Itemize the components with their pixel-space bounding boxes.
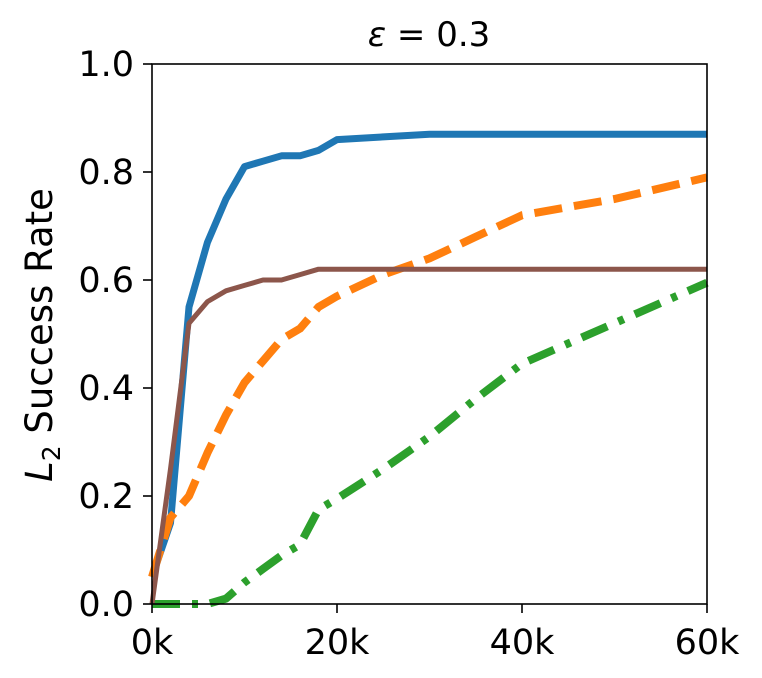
x-tick-label-3: 40k (490, 623, 556, 663)
chart-title-rest: = 0.3 (386, 15, 490, 55)
plot-frame (151, 63, 708, 605)
x-tick-label-1: 0k (131, 623, 174, 663)
axis-layer: 0k 20k 40k 60k 0.0 0.2 0.4 0.6 0.8 1.0 (78, 45, 740, 663)
chart-title-symbol: ε (368, 15, 386, 55)
series-line-3 (152, 279, 709, 608)
y-tick-label-3: 0.4 (78, 369, 134, 409)
series-line-2 (148, 173, 708, 579)
y-tick-label-6: 1.0 (78, 45, 134, 85)
chart-title: ε = 0.3 (368, 15, 491, 55)
y-axis-label-subscript: 2 (37, 445, 66, 461)
y-axis-label: L2 Success Rate (18, 188, 66, 482)
series-line-1 (148, 130, 707, 579)
y-tick-label-4: 0.6 (78, 261, 134, 301)
y-axis-label-rest: Success Rate (18, 188, 61, 445)
y-axis-label-main: L (18, 461, 61, 482)
x-tick-label-4: 60k (675, 623, 741, 663)
series-line-4 (149, 266, 707, 605)
y-tick-label-2: 0.2 (78, 477, 134, 517)
y-tick-label-1: 0.0 (78, 585, 134, 625)
y-tick-label-5: 0.8 (78, 153, 134, 193)
series-layer (148, 130, 709, 608)
x-tick-label-2: 20k (305, 623, 371, 663)
